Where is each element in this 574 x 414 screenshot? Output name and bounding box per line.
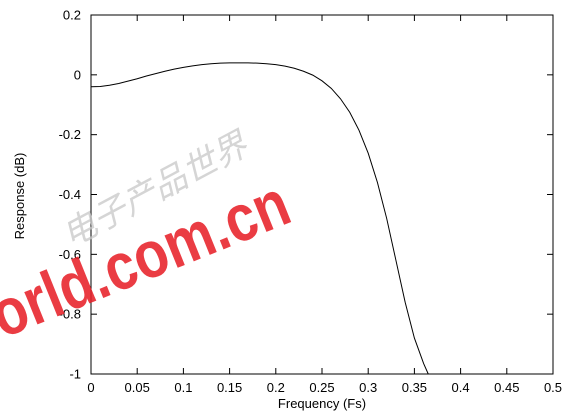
x-tick-label: 0.5 (544, 380, 562, 395)
x-tick-label: 0.15 (217, 380, 242, 395)
x-tick-label: 0.1 (174, 380, 192, 395)
y-tick-label: -0.2 (59, 127, 81, 142)
x-tick-label: 0.35 (402, 380, 427, 395)
x-tick-label: 0.05 (125, 380, 150, 395)
x-tick-label: 0.3 (359, 380, 377, 395)
plot-frame (90, 14, 554, 375)
x-axis-label: Frequency (Fs) (278, 396, 366, 411)
y-tick-label: -1 (69, 367, 81, 382)
y-tick-label: 0 (74, 67, 81, 82)
x-axis-tick-labels: 0 0.05 0.1 0.15 0.2 0.25 0.3 0.35 0.4 0.45 0.5 (87, 380, 562, 395)
response-curve (90, 62, 429, 375)
y-tick-label: -0.4 (59, 187, 81, 202)
y-tick-label: -0.8 (59, 307, 81, 322)
y-tick-label: -0.6 (59, 247, 81, 262)
x-tick-label: 0.4 (452, 380, 470, 395)
y-axis-tick-labels: -1 -0.8 -0.6 -0.4 -0.2 0 0.2 (59, 8, 81, 382)
y-tick-label: 0.2 (63, 8, 81, 23)
x-tick-label: 0.2 (267, 380, 285, 395)
x-tick-label: 0.25 (309, 380, 334, 395)
x-tick-label: 0.45 (494, 380, 519, 395)
x-tick-label: 0 (87, 380, 94, 395)
y-axis-label: Response (dB) (12, 153, 27, 240)
